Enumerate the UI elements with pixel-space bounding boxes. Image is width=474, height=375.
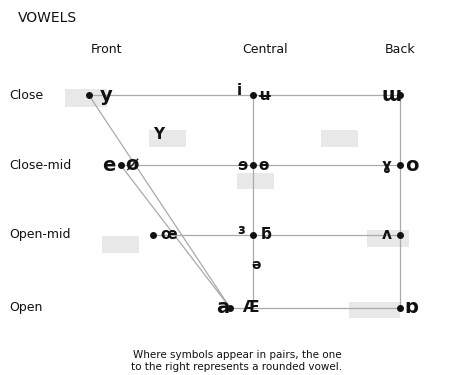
Text: ɣ: ɣ [382,158,391,172]
Text: y: y [100,86,112,105]
Text: ɘ: ɘ [237,158,247,172]
FancyBboxPatch shape [349,302,400,318]
Text: ɒ: ɒ [405,298,419,317]
Text: ʌ: ʌ [382,227,392,242]
FancyBboxPatch shape [102,236,139,253]
Text: Front: Front [91,43,122,56]
Text: Open-mid: Open-mid [9,228,70,242]
Text: œ: œ [160,227,177,242]
Text: ə: ə [251,258,260,272]
Text: Æ: Æ [242,300,258,315]
Text: i: i [237,83,242,98]
Text: Back: Back [385,43,415,56]
Text: Close-mid: Close-mid [9,159,71,171]
Text: ɜ: ɜ [237,223,245,237]
FancyBboxPatch shape [237,172,274,189]
FancyBboxPatch shape [65,89,107,107]
Text: VOWELS: VOWELS [18,11,77,26]
Text: Close: Close [9,89,43,102]
Text: Where symbols appear in pairs, the one
to the right represents a rounded vowel.: Where symbols appear in pairs, the one t… [131,350,343,372]
Text: o: o [405,156,418,174]
Text: ø: ø [125,156,139,174]
Text: Y: Y [153,127,164,142]
Text: ɵ: ɵ [258,158,268,172]
Text: ƃ: ƃ [260,227,271,242]
Text: Open: Open [9,301,42,314]
Text: ɯ: ɯ [382,86,401,105]
FancyBboxPatch shape [321,130,358,147]
Text: a: a [216,298,229,317]
Text: e: e [102,156,115,174]
Text: Central: Central [242,43,288,56]
FancyBboxPatch shape [148,130,186,147]
FancyBboxPatch shape [367,230,409,247]
Text: ʉ: ʉ [258,88,272,103]
